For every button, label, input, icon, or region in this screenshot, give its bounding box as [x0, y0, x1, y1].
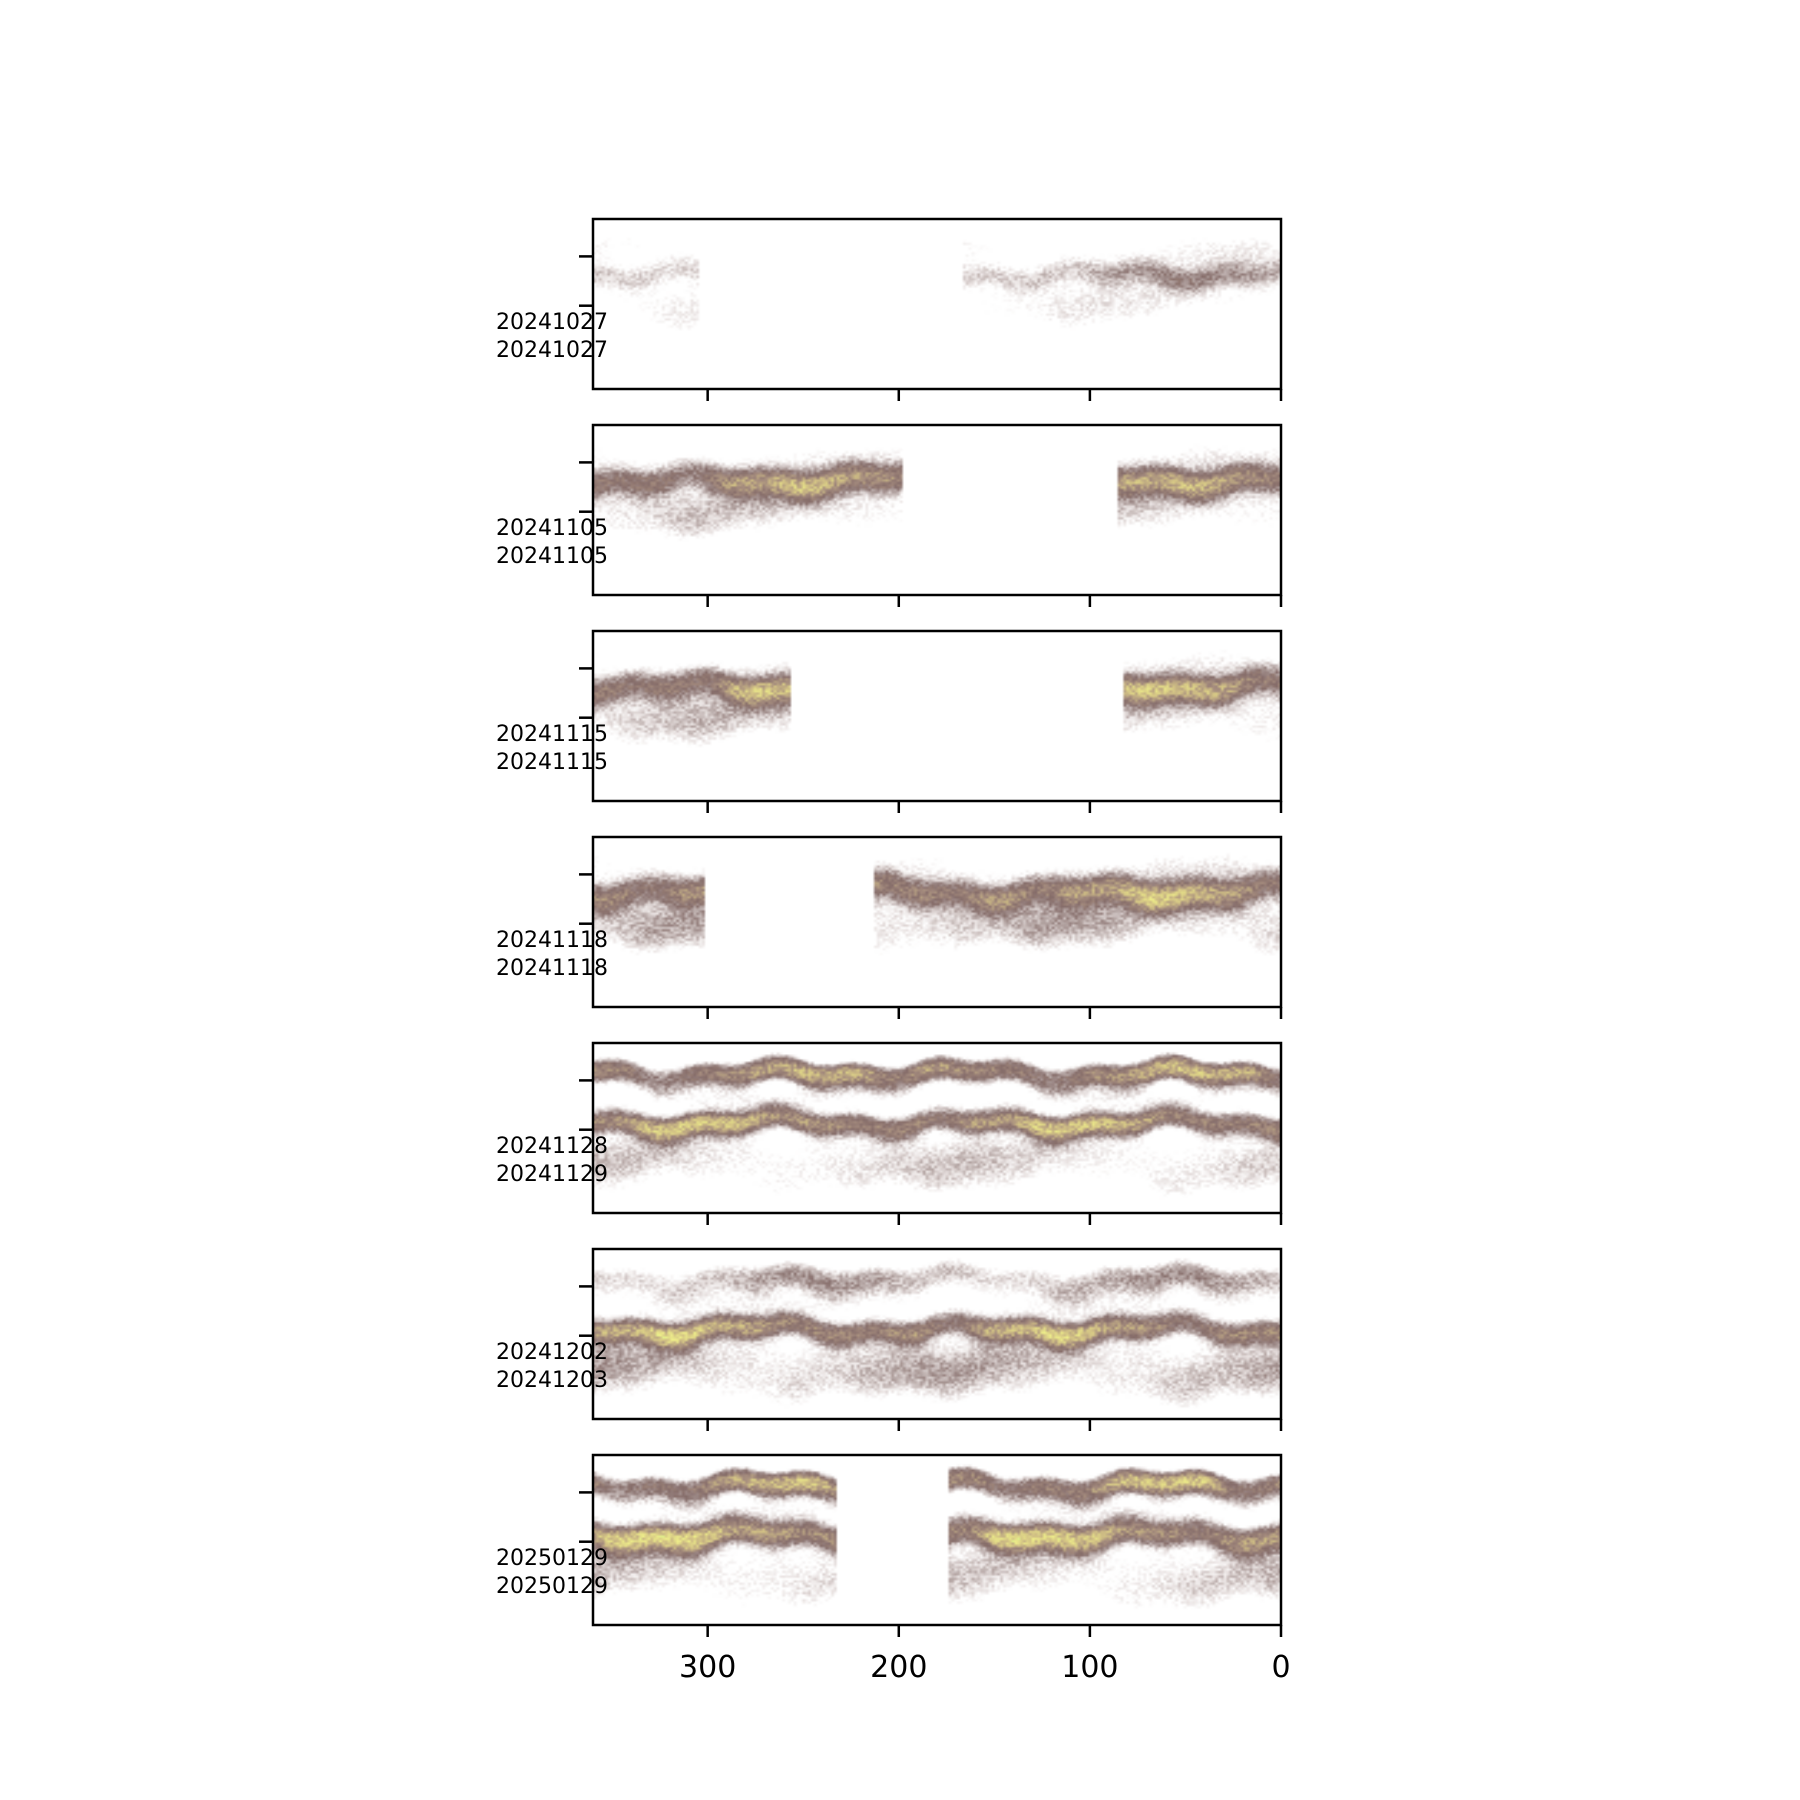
heatmap-raster: [593, 631, 1281, 801]
panel-date-end: 20241115: [496, 750, 608, 775]
panel-date-start: 20241118: [496, 928, 608, 953]
panel-frame: [591, 423, 1283, 597]
panel-date-end: 20250129: [496, 1574, 608, 1599]
heatmap-panel: 20241027 20241027: [496, 217, 1283, 401]
panel-date-start: 20241202: [496, 1340, 608, 1365]
panel-date-end: 20241118: [496, 956, 608, 981]
heatmap-panels: 20241027 20241027 20241105 20241105 20241115…: [496, 217, 1283, 1637]
heatmap-panel: 20241128 20241129: [496, 1041, 1283, 1225]
x-tick-label: 100: [1061, 1650, 1118, 1685]
heatmap-raster: [593, 837, 1281, 1007]
panel-date-end: 20241105: [496, 544, 608, 569]
panel-date-start: 20241128: [496, 1134, 608, 1159]
panel-date-start: 20241105: [496, 516, 608, 541]
panel-frame: [591, 629, 1283, 803]
panel-frame: [591, 1453, 1283, 1627]
heatmap-panel: 20241105 20241105: [496, 423, 1283, 607]
panel-date-end: 20241027: [496, 338, 608, 363]
panel-date-start: 20241027: [496, 310, 608, 335]
heatmap-panel: 20241202 20241203: [496, 1247, 1283, 1431]
x-axis: 300 200 100 0: [679, 1650, 1291, 1685]
panel-date-start: 20241115: [496, 722, 608, 747]
panel-frame: [591, 1247, 1283, 1421]
x-tick-label: 300: [679, 1650, 736, 1685]
heatmap-raster: [593, 1043, 1281, 1213]
panel-frame: [591, 1041, 1283, 1215]
heatmap-raster: [593, 425, 1281, 595]
heatmap-raster: [593, 1455, 1281, 1625]
x-tick-label: 0: [1271, 1650, 1290, 1685]
heatmap-raster: [593, 1249, 1281, 1419]
x-tick-label: 200: [870, 1650, 927, 1685]
panel-frame: [591, 217, 1283, 391]
panel-date-end: 20241203: [496, 1368, 608, 1393]
heatmap-panel: 20250129 20250129: [496, 1453, 1283, 1637]
panel-date-start: 20250129: [496, 1546, 608, 1571]
panel-frame: [591, 835, 1283, 1009]
heatmap-panel: 20241115 20241115: [496, 629, 1283, 813]
heatmap-raster: [593, 219, 1281, 389]
panel-date-end: 20241129: [496, 1162, 608, 1187]
heatmap-panel: 20241118 20241118: [496, 835, 1283, 1019]
